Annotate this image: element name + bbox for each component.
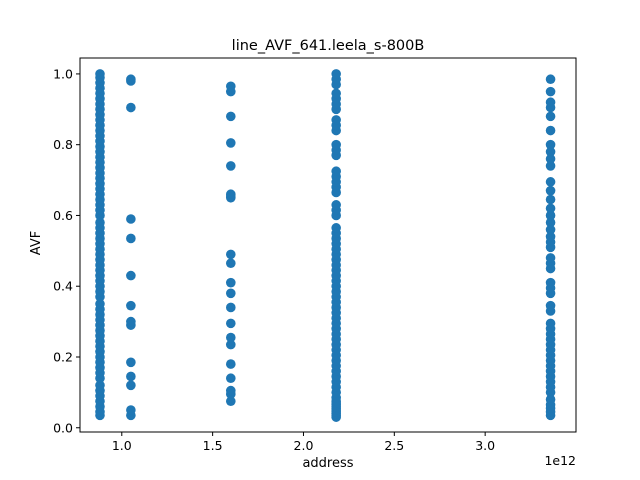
chart-title: line_AVF_641.leela_s-800B (232, 38, 425, 54)
data-point-4-31 (545, 217, 556, 228)
data-point-2-20 (225, 81, 236, 92)
y-tick-label-5: 1.0 (53, 66, 73, 81)
data-point-4-34 (545, 194, 556, 205)
data-point-4-18 (545, 318, 556, 329)
data-point-1-9 (126, 233, 136, 244)
data-point-3-63 (331, 69, 341, 79)
data-point-0-36 (95, 217, 105, 228)
x-tick-label-3: 2.5 (384, 438, 404, 453)
data-point-2-11 (225, 258, 236, 269)
data-point-4-45 (545, 86, 556, 97)
data-point-2-6 (225, 332, 236, 343)
data-point-4-29 (545, 231, 556, 242)
data-point-3-56 (331, 115, 341, 125)
data-point-3-50 (331, 166, 341, 177)
y-axis-label: AVF (29, 231, 44, 255)
data-point-2-10 (225, 277, 236, 288)
data-point-4-23 (545, 277, 556, 288)
data-point-2-3 (225, 373, 236, 384)
x-tick-label-0: 1.0 (112, 438, 132, 453)
data-point-1-13 (126, 74, 136, 85)
data-point-3-45 (331, 200, 341, 210)
data-point-2-8 (225, 302, 236, 313)
x-tick-label-2: 2.0 (294, 438, 314, 453)
data-point-3-42 (331, 223, 341, 233)
y-axis-ticks: 0.0 0.2 0.4 0.6 0.8 1.0 (53, 66, 80, 435)
data-point-1-3 (126, 371, 136, 382)
data-point-1-4 (126, 357, 136, 368)
y-tick-label-2: 0.4 (53, 279, 73, 294)
data-point-4-46 (545, 74, 556, 85)
data-point-1-10 (126, 214, 136, 224)
data-point-1-6 (126, 316, 136, 327)
y-tick-label-4: 0.8 (53, 137, 73, 152)
data-point-1-2 (126, 380, 136, 391)
data-point-2-2 (225, 385, 236, 396)
data-point-4-37 (545, 161, 556, 171)
data-point-4-20 (545, 300, 556, 311)
data-point-4-36 (545, 177, 556, 187)
plot-frame (79, 57, 577, 433)
data-point-0-6 (95, 380, 105, 391)
y-tick-label-0: 0.0 (53, 420, 73, 435)
data-point-0-21 (95, 299, 105, 309)
data-point-1-11 (126, 102, 136, 113)
data-point-1-8 (126, 270, 136, 281)
data-point-0-64 (95, 69, 105, 79)
data-point-4-40 (545, 139, 556, 150)
data-point-4-42 (545, 111, 556, 122)
data-point-4-33 (545, 203, 556, 214)
data-point-2-16 (225, 161, 236, 171)
x-tick-label-4: 3.0 (475, 438, 495, 453)
data-point-4-39 (545, 146, 556, 157)
data-point-4-4 (545, 394, 556, 405)
data-point-2-18 (225, 111, 236, 122)
x-axis-offset-label: 1e12 (544, 453, 576, 468)
data-point-4-32 (545, 210, 556, 221)
data-point-2-9 (225, 288, 236, 299)
data-point-4-38 (545, 154, 556, 164)
y-tick-label-1: 0.2 (53, 349, 73, 364)
data-point-2-5 (225, 339, 236, 350)
data-point-1-1 (126, 405, 136, 415)
x-axis-ticks: 1.0 1.5 2.0 2.5 3.0 (112, 432, 495, 453)
x-axis-label: address (302, 456, 353, 471)
data-point-2-0 (225, 396, 236, 407)
data-point-2-12 (225, 249, 236, 260)
data-points (95, 69, 556, 422)
data-point-4-44 (545, 97, 556, 108)
data-point-3-53 (331, 139, 341, 150)
data-point-2-7 (225, 318, 236, 329)
data-point-3-60 (331, 88, 341, 99)
data-point-4-41 (545, 125, 556, 136)
data-point-4-26 (545, 253, 556, 263)
data-point-2-15 (225, 189, 236, 200)
data-point-2-4 (225, 359, 236, 369)
data-point-4-30 (545, 224, 556, 235)
y-tick-label-3: 0.6 (53, 208, 73, 223)
x-tick-label-1: 1.5 (203, 438, 223, 453)
data-point-4-35 (545, 185, 556, 196)
data-point-1-7 (126, 300, 136, 311)
data-point-2-17 (225, 138, 236, 148)
